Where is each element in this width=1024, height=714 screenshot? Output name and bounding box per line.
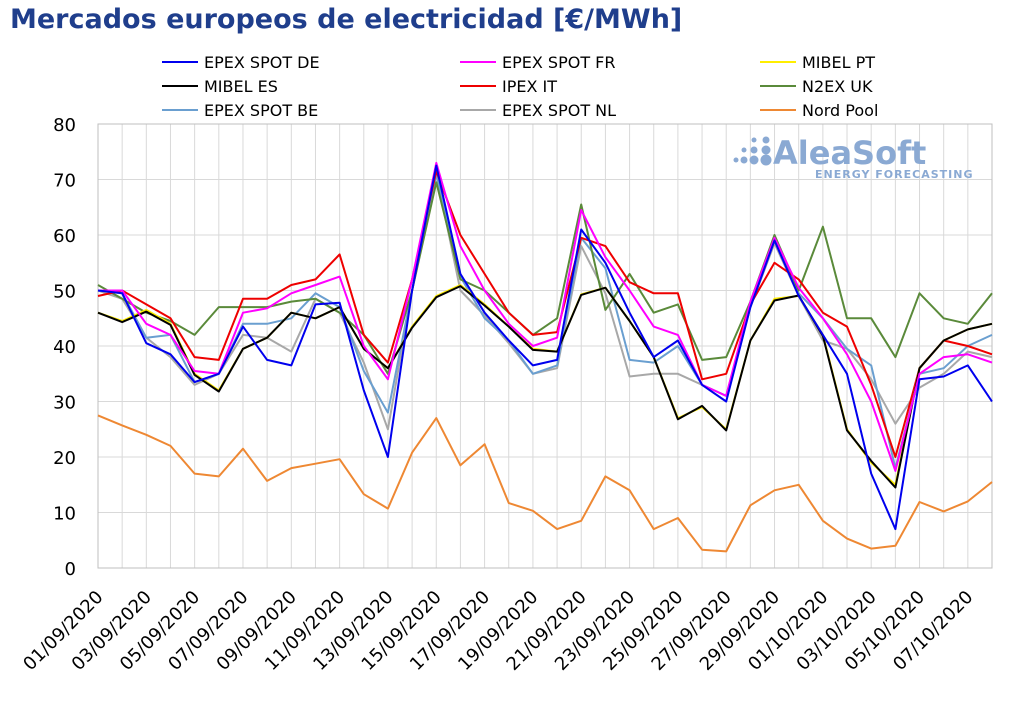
logo-sub-text: ENERGY FORECASTING — [815, 168, 973, 181]
y-tick-label: 50 — [53, 282, 76, 303]
logo-dots-icon — [733, 136, 772, 166]
series-line-epex-spot-be — [97, 173, 993, 470]
y-tick-label: 20 — [53, 448, 76, 469]
legend-label: N2EX UK — [802, 77, 873, 96]
y-tick-label: 10 — [53, 504, 76, 525]
y-tick-label: 40 — [53, 337, 76, 358]
legend-label: MIBEL PT — [802, 53, 875, 72]
legend-label: Nord Pool — [802, 101, 878, 120]
legend-label: IPEX IT — [502, 77, 557, 96]
y-tick-label: 70 — [53, 171, 76, 192]
y-tick-label: 60 — [53, 226, 76, 247]
legend-label: MIBEL ES — [204, 77, 278, 96]
plot-area-border — [97, 123, 993, 569]
legend-label: EPEX SPOT BE — [204, 101, 318, 120]
logo-main-text: AleaSoft — [773, 134, 926, 172]
series-line-nord-pool — [97, 414, 993, 553]
legend-label: EPEX SPOT DE — [204, 53, 320, 72]
series-line-epex-spot-de — [97, 164, 993, 531]
legend: EPEX SPOT DE EPEX SPOT FR MIBEL PT MIBEL ES… — [162, 53, 878, 120]
y-tick-label: 0 — [65, 559, 76, 580]
y-axis-ticks: 0 10 20 30 40 50 60 70 80 — [53, 115, 76, 580]
aleasoft-logo: AleaSoft ENERGY FORECASTING — [733, 134, 973, 181]
series-line-ipex-it — [97, 170, 993, 458]
series-line-epex-spot-fr — [98, 161, 993, 472]
series-line-n2ex-uk — [97, 181, 993, 375]
legend-label: EPEX SPOT NL — [502, 101, 616, 120]
y-tick-label: 30 — [53, 393, 76, 414]
series-line-mibel-pt — [97, 284, 993, 486]
series-lines — [97, 161, 993, 553]
x-axis-ticks: 01/09/202003/09/202005/09/202007/09/2020… — [19, 587, 977, 675]
legend-label: EPEX SPOT FR — [502, 53, 616, 72]
series-line-mibel-es — [97, 285, 993, 489]
y-tick-label: 80 — [53, 115, 76, 136]
series-line-epex-spot-nl — [97, 173, 993, 431]
chart-title: Mercados europeos de electricidad [€/MWh… — [10, 4, 683, 35]
grid-lines — [97, 123, 993, 569]
